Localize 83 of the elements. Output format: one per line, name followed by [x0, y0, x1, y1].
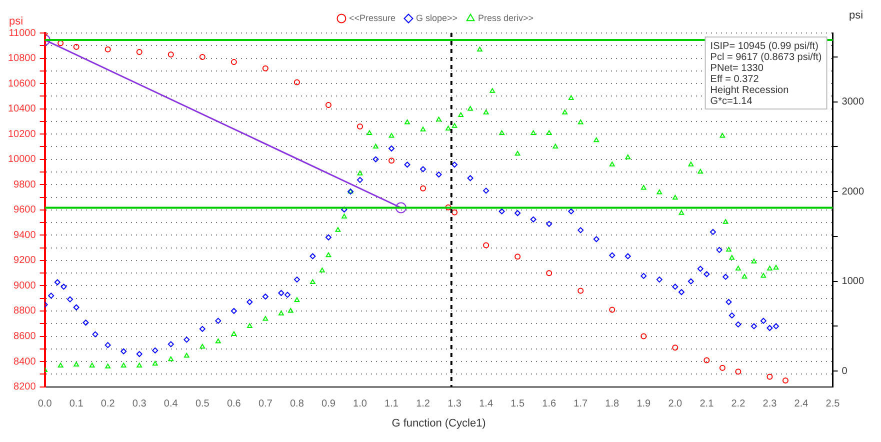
- y2-tick-label: 3000: [842, 96, 864, 108]
- y-tick-label: 8200: [14, 382, 36, 393]
- x-tick-label: 1.0: [353, 398, 368, 410]
- point: [356, 124, 363, 130]
- legend-label: <<Pressure: [348, 12, 396, 23]
- x-tick-label: 2.5: [826, 398, 840, 410]
- x-tick-label: 0.6: [226, 398, 242, 410]
- x-tick-label: 2.2: [731, 398, 746, 410]
- x-tick-label: 0.8: [290, 398, 304, 410]
- point: [452, 209, 458, 216]
- point: [672, 344, 678, 351]
- annotation: PNet= 1330: [710, 62, 764, 74]
- point: [782, 377, 788, 384]
- x-tick-label: 0.9: [322, 398, 336, 410]
- point: [609, 306, 616, 313]
- x-tick-label: 1.8: [605, 398, 620, 410]
- point: [704, 357, 710, 364]
- annotation: ISIP= 10945 (0.99 psi/ft): [710, 40, 818, 52]
- x-tick-label: 2.4: [794, 398, 809, 410]
- point: [294, 79, 300, 86]
- x-tick-label: 1.2: [416, 398, 430, 410]
- y-tick-label: 9800: [14, 179, 36, 190]
- y-tick-label: 11000: [8, 28, 36, 39]
- y-tick-label: 8400: [14, 356, 36, 368]
- x-tick-label: 2.3: [762, 398, 778, 410]
- x-tick-label: 0.5: [195, 398, 210, 410]
- x-tick-label: 0.0: [38, 398, 52, 410]
- y-tick-label: 10000: [8, 154, 36, 166]
- point: [104, 46, 111, 52]
- y-tick-label: 10800: [8, 53, 36, 64]
- point: [420, 185, 426, 192]
- point: [483, 242, 490, 248]
- y-tick-label: 9200: [14, 255, 36, 266]
- annotation: Pcl = 9617 (0.8673 psi/ft): [710, 52, 822, 63]
- point: [325, 102, 332, 108]
- point: [735, 368, 742, 375]
- annotation: Eff = 0.372: [710, 74, 760, 85]
- x-tick-label: 0.4: [164, 398, 178, 410]
- point: [388, 158, 395, 164]
- x-tick-label: 0.3: [132, 398, 147, 410]
- x-tick-label: 0.7: [258, 398, 273, 410]
- point: [73, 44, 80, 50]
- y-tick-label: 10400: [8, 104, 36, 115]
- legend-label: G slope>>: [416, 12, 458, 23]
- x-tick-label: 2.1: [700, 398, 714, 410]
- x-tick-label: 1.5: [510, 398, 525, 410]
- y-tick-label: 9400: [14, 230, 36, 241]
- point: [168, 51, 174, 58]
- annotation: Height Recession: [710, 84, 789, 96]
- y-tick-label: 8800: [14, 306, 36, 317]
- point: [546, 270, 552, 276]
- x-tick-label: 0.2: [100, 398, 116, 410]
- annotation: G*c=1.14: [710, 96, 753, 107]
- x-tick-label: 1.6: [542, 398, 556, 410]
- y2-axis-title: psi: [848, 10, 864, 22]
- point: [136, 48, 142, 55]
- x-tick-label: 1.7: [574, 398, 588, 410]
- point: [445, 204, 452, 210]
- point: [230, 59, 237, 66]
- y2-tick-label: 1000: [842, 276, 864, 288]
- x-tick-label: 1.9: [636, 398, 652, 410]
- point: [766, 374, 773, 380]
- point: [514, 254, 521, 260]
- x-axis-title: G function (Cycle1): [392, 417, 486, 430]
- point: [262, 65, 268, 72]
- x-tick-label: 1.1: [384, 398, 399, 410]
- y-tick-label: 8600: [14, 331, 36, 342]
- x-tick-label: 1.4: [479, 398, 494, 410]
- y-tick-label: 10200: [8, 128, 36, 140]
- y-tick-label: 10600: [8, 78, 36, 90]
- x-tick-label: 2.0: [668, 398, 683, 410]
- legend-label: Press deriv>>: [478, 12, 534, 23]
- point: [640, 333, 647, 340]
- y-tick-label: 9000: [14, 280, 36, 292]
- x-tick-label: 0.1: [69, 398, 84, 410]
- y-tick-label: 9600: [14, 204, 36, 216]
- y2-tick-label: 0: [842, 366, 848, 377]
- y-axis-title: psi: [8, 16, 24, 28]
- y2-tick-label: 2000: [842, 186, 864, 198]
- x-tick-label: 1.3: [448, 398, 462, 410]
- point: [199, 54, 206, 60]
- point: [578, 288, 584, 294]
- point: [719, 364, 726, 371]
